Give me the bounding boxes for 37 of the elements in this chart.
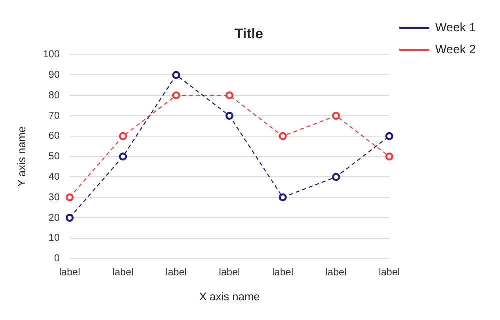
- legend-label: Week 2: [436, 42, 476, 56]
- point: [332, 112, 340, 120]
- point: [66, 194, 74, 202]
- chart-title: Title: [234, 25, 264, 42]
- y-tick-label: 30: [48, 192, 60, 204]
- y-tick-label: 0: [54, 254, 60, 265]
- x-tick-label: label: [378, 268, 400, 279]
- point: [332, 173, 340, 182]
- point: [172, 92, 180, 100]
- x-tick-label: label: [326, 268, 347, 279]
- x-tick-label: label: [272, 268, 294, 279]
- y-tick-label: 50: [48, 152, 60, 163]
- x-tick-label: label: [59, 268, 80, 279]
- y-tick-label: 80: [48, 90, 60, 102]
- x-tick-label: label: [219, 268, 240, 279]
- point: [66, 214, 74, 222]
- point: [226, 92, 234, 100]
- legend-label: Week 1: [436, 20, 476, 34]
- y-tick-label: 90: [48, 70, 60, 81]
- point: [278, 194, 287, 202]
- y-tick-label: 20: [48, 212, 60, 224]
- y-tick-label: 40: [48, 172, 60, 183]
- x-tick-label: label: [112, 268, 134, 279]
- x-axis-title: X axis name: [199, 291, 260, 304]
- y-tick-label: 100: [43, 50, 60, 61]
- y-axis-title: Y axis name: [16, 126, 29, 187]
- x-tick-label: label: [166, 268, 188, 279]
- point: [226, 112, 234, 120]
- y-tick-label: 10: [48, 233, 60, 244]
- point: [119, 132, 128, 140]
- point: [119, 152, 128, 161]
- point: [172, 71, 180, 80]
- point: [278, 132, 287, 140]
- y-tick-label: 70: [48, 110, 60, 122]
- point: [386, 152, 394, 161]
- y-tick-label: 60: [48, 131, 60, 142]
- point: [386, 132, 394, 140]
